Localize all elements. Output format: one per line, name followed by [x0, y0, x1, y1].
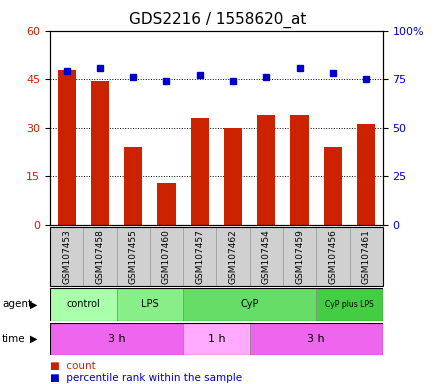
Text: GSM107454: GSM107454 — [261, 229, 270, 284]
Bar — [50, 288, 116, 321]
Bar — [224, 127, 242, 225]
Text: ■  percentile rank within the sample: ■ percentile rank within the sample — [50, 373, 242, 383]
Text: GSM107457: GSM107457 — [195, 229, 204, 284]
Text: LPS: LPS — [141, 299, 158, 310]
Bar — [124, 147, 142, 225]
Bar — [349, 227, 382, 286]
Bar — [149, 227, 183, 286]
Bar — [216, 227, 249, 286]
Bar — [256, 115, 275, 225]
Bar — [57, 70, 76, 225]
Bar — [83, 227, 116, 286]
Bar — [91, 81, 109, 225]
Bar — [290, 115, 308, 225]
Text: GSM107459: GSM107459 — [294, 229, 303, 284]
Bar — [116, 288, 183, 321]
Text: GSM107458: GSM107458 — [95, 229, 104, 284]
Bar — [50, 323, 183, 355]
Bar — [356, 124, 375, 225]
Bar — [323, 147, 341, 225]
Bar — [316, 288, 382, 321]
Text: agent: agent — [2, 299, 32, 310]
Bar — [283, 227, 316, 286]
Text: ▶: ▶ — [30, 299, 37, 310]
Text: control: control — [66, 299, 100, 310]
Text: GSM107455: GSM107455 — [128, 229, 138, 284]
Text: 3 h: 3 h — [307, 334, 324, 344]
Text: GSM107462: GSM107462 — [228, 229, 237, 284]
Text: CyP plus LPS: CyP plus LPS — [324, 300, 373, 309]
Bar — [183, 227, 216, 286]
Text: GDS2216 / 1558620_at: GDS2216 / 1558620_at — [128, 12, 306, 28]
Text: time: time — [2, 334, 26, 344]
Bar — [249, 227, 283, 286]
Text: ▶: ▶ — [30, 334, 37, 344]
Text: GSM107461: GSM107461 — [361, 229, 370, 284]
Text: GSM107453: GSM107453 — [62, 229, 71, 284]
Bar — [157, 183, 175, 225]
Bar — [50, 227, 83, 286]
Bar — [183, 288, 316, 321]
Bar — [190, 118, 208, 225]
Text: 3 h: 3 h — [108, 334, 125, 344]
Text: GSM107456: GSM107456 — [328, 229, 337, 284]
Text: CyP: CyP — [240, 299, 258, 310]
Bar — [116, 227, 149, 286]
Text: GSM107460: GSM107460 — [161, 229, 171, 284]
Bar — [249, 323, 382, 355]
Text: 1 h: 1 h — [207, 334, 225, 344]
Bar — [316, 227, 349, 286]
Text: ■  count: ■ count — [50, 361, 95, 371]
Bar — [183, 323, 249, 355]
